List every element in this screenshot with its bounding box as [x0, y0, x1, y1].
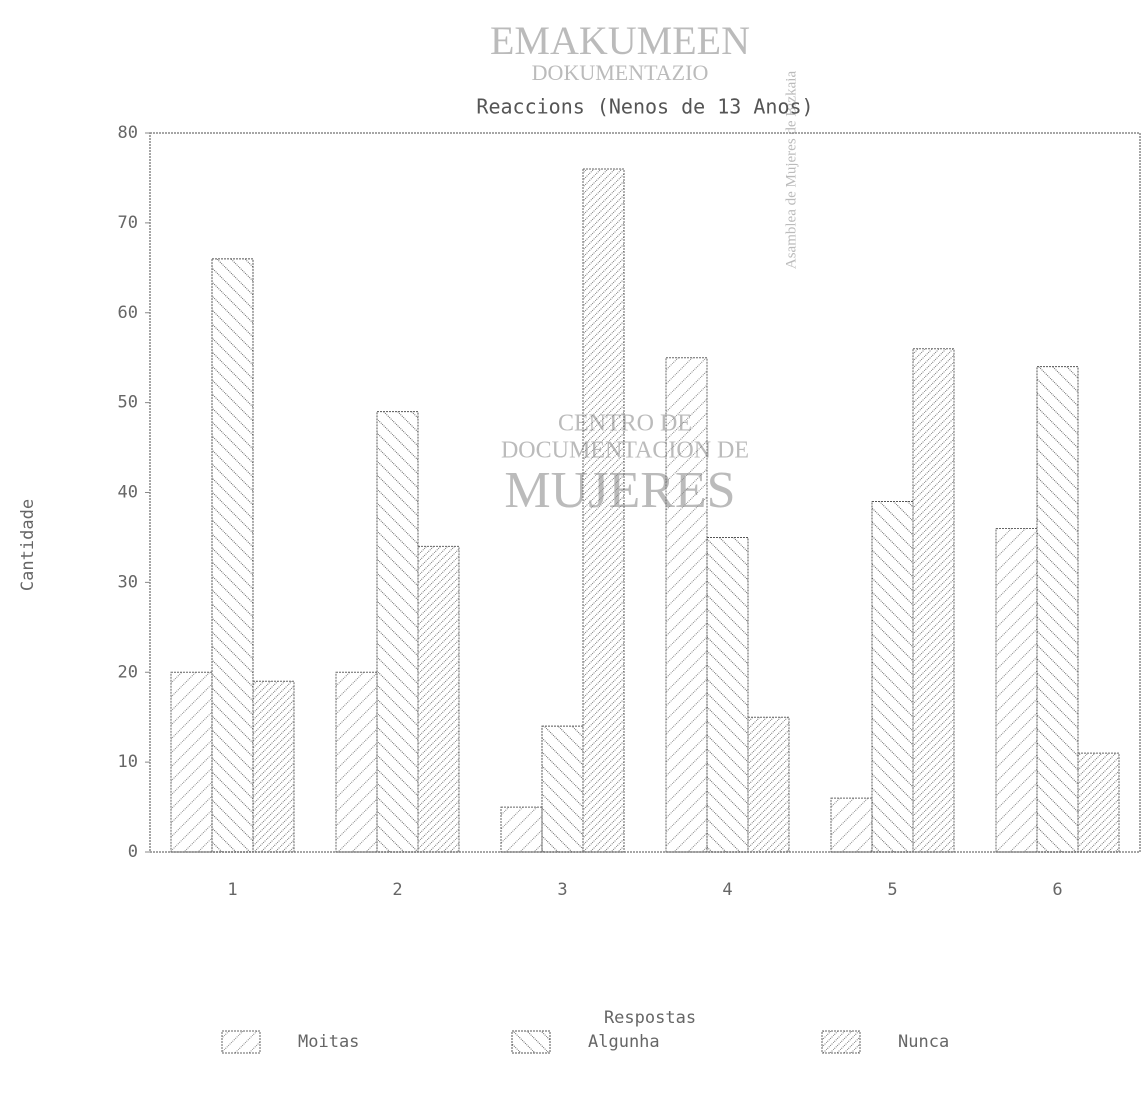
x-tick-label: 2: [392, 880, 402, 900]
y-tick-label: 30: [118, 572, 138, 592]
watermark-text: DOCUMENTACION DE: [501, 438, 749, 464]
y-tick-label: 20: [118, 662, 138, 682]
legend-label: Moitas: [298, 1032, 359, 1052]
bar: [170, 671, 213, 853]
legend-label: Algunha: [588, 1032, 660, 1052]
y-tick-label: 60: [118, 303, 138, 323]
watermark-text: EMAKUMEEN: [490, 18, 750, 63]
y-axis-label: Cantidade: [18, 499, 38, 591]
x-tick-label: 3: [557, 880, 567, 900]
bar: [665, 357, 708, 853]
y-tick-label: 10: [118, 752, 138, 772]
x-tick-label: 4: [722, 880, 732, 900]
bar: [252, 680, 295, 853]
watermark-text: DOKUMENTAZIO: [532, 60, 709, 85]
legend-swatch: [511, 1030, 551, 1054]
bar: [706, 536, 749, 853]
y-tick-label: 40: [118, 483, 138, 503]
x-tick-label: 6: [1052, 880, 1062, 900]
bar: [1077, 752, 1120, 853]
y-tick-label: 70: [118, 213, 138, 233]
bar: [582, 168, 625, 853]
legend-swatch: [221, 1030, 261, 1054]
y-tick-label: 50: [118, 393, 138, 413]
bar: [500, 806, 543, 853]
watermark-text: Asamblea de Mujeres de Bizkaia: [783, 71, 799, 270]
bar: [335, 671, 378, 853]
bar: [417, 545, 460, 853]
bar: [1036, 366, 1079, 853]
bar: [541, 725, 584, 853]
bar: [376, 411, 419, 853]
y-tick-label: 80: [118, 123, 138, 143]
bar: [912, 348, 955, 853]
bar: [830, 797, 873, 853]
x-axis-label: Respostas: [604, 1008, 696, 1028]
x-tick-label: 1: [227, 880, 237, 900]
legend-swatch: [821, 1030, 861, 1054]
x-tick-label: 5: [887, 880, 897, 900]
bar: [747, 716, 790, 853]
legend-label: Nunca: [898, 1032, 949, 1052]
bar: [211, 258, 254, 853]
chart-title: Reaccions (Nenos de 13 Anos): [476, 95, 813, 119]
y-tick-label: 0: [128, 842, 138, 862]
bar: [871, 500, 914, 853]
bar: [995, 527, 1038, 853]
